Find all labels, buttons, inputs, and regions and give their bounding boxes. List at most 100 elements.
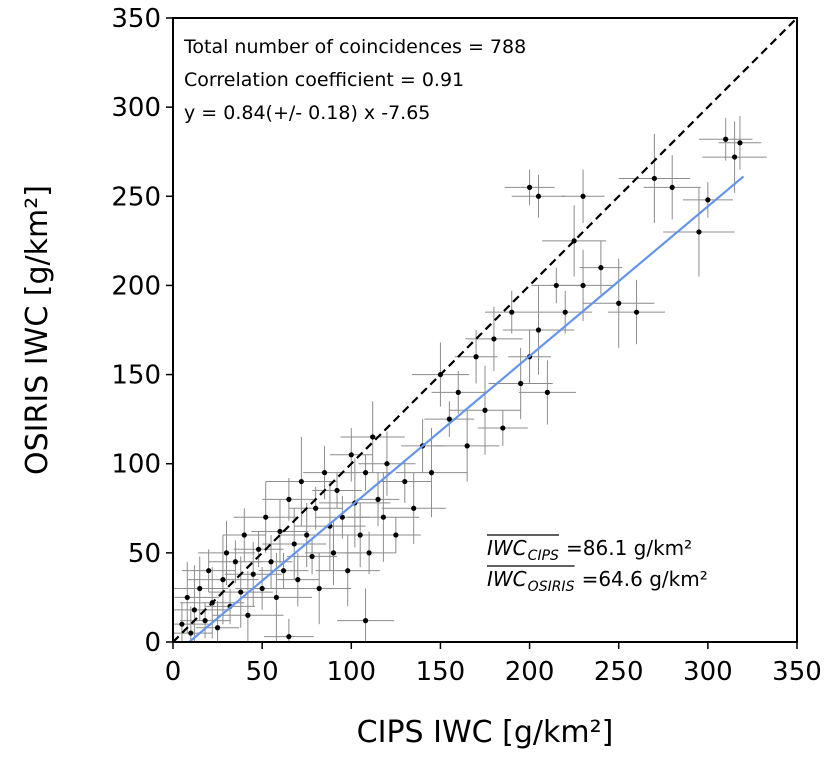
mean-symbol: IWC [487, 567, 527, 591]
point [286, 496, 292, 502]
point [732, 154, 738, 160]
plot-area [173, 18, 797, 642]
point [370, 434, 376, 440]
x-tick-label: 100 [326, 657, 376, 687]
point [553, 282, 559, 289]
point [393, 532, 399, 538]
x-tick-label: 350 [772, 657, 822, 687]
point [580, 282, 586, 289]
y-tick-label: 50 [128, 539, 161, 569]
point [330, 550, 337, 556]
point [250, 571, 256, 577]
point [191, 607, 197, 613]
point [321, 470, 328, 476]
point [411, 505, 417, 511]
point [339, 514, 345, 520]
point [280, 568, 287, 574]
point [309, 553, 315, 560]
y-tick-label: 100 [111, 450, 161, 480]
point [500, 425, 506, 431]
point [188, 630, 194, 636]
point [402, 478, 408, 485]
point [509, 309, 515, 315]
point [348, 452, 354, 458]
x-tick-label: 0 [165, 657, 182, 687]
point [259, 585, 265, 592]
point [357, 532, 363, 538]
point [362, 618, 369, 624]
annotation: Correlation coefficient = 0.91 [184, 69, 464, 91]
point [375, 496, 381, 502]
mean-symbol: IWC [487, 536, 527, 560]
point [651, 175, 657, 182]
point [580, 193, 586, 199]
point [263, 514, 269, 520]
y-tick-label: 300 [111, 93, 161, 123]
point [295, 577, 301, 583]
point [491, 336, 497, 342]
point [273, 594, 280, 601]
annotation: y = 0.84(+/- 0.18) x -7.65 [184, 102, 430, 124]
point [544, 389, 551, 395]
point [232, 559, 238, 565]
point [286, 634, 292, 640]
point [345, 568, 351, 574]
point [455, 389, 461, 395]
plot-frame [172, 17, 798, 643]
point [245, 612, 251, 618]
point [241, 532, 247, 538]
point [255, 546, 262, 552]
point [214, 625, 221, 631]
point [482, 407, 488, 413]
x-axis-label: CIPS IWC [g/km²] [357, 715, 614, 750]
point [179, 621, 185, 627]
point [220, 577, 226, 583]
point [598, 265, 604, 271]
point [277, 528, 283, 535]
x-tick-label: 150 [416, 657, 466, 687]
point [197, 585, 203, 592]
point [184, 594, 190, 601]
mean-subscript: CIPS [528, 548, 559, 564]
point [705, 197, 711, 203]
point [366, 550, 372, 556]
point [291, 541, 297, 547]
point [616, 300, 622, 306]
y-tick-label: 200 [111, 271, 161, 301]
y-tick-label: 0 [144, 628, 161, 658]
fit-line [188, 175, 745, 642]
x-tick-label: 50 [246, 657, 279, 687]
mean-subscript: OSIRIS [528, 579, 575, 595]
point [464, 443, 470, 449]
point [202, 618, 208, 624]
point [428, 470, 435, 476]
point [518, 380, 524, 387]
y-tick-label: 350 [111, 4, 161, 34]
point [298, 478, 304, 485]
point [526, 184, 533, 190]
point [304, 532, 310, 538]
point [696, 229, 702, 235]
point [473, 354, 479, 360]
point [238, 589, 244, 595]
y-tick-label: 150 [111, 361, 161, 391]
annotation: Total number of coincidences = 788 [183, 36, 526, 58]
point [384, 461, 390, 467]
point [313, 505, 319, 511]
point [380, 514, 386, 520]
point [206, 568, 212, 574]
point [268, 559, 274, 565]
point [535, 327, 542, 333]
x-tick-label: 300 [683, 657, 733, 687]
point [316, 585, 322, 592]
mean-value: =86.1 g/km² [566, 536, 692, 560]
point [633, 309, 640, 315]
identity-line [173, 18, 797, 642]
point [669, 184, 675, 190]
point [723, 136, 729, 142]
point [737, 140, 743, 146]
mean-value: =64.6 g/km² [582, 567, 708, 591]
x-tick-label: 200 [505, 657, 555, 687]
x-tick-label: 250 [594, 657, 644, 687]
